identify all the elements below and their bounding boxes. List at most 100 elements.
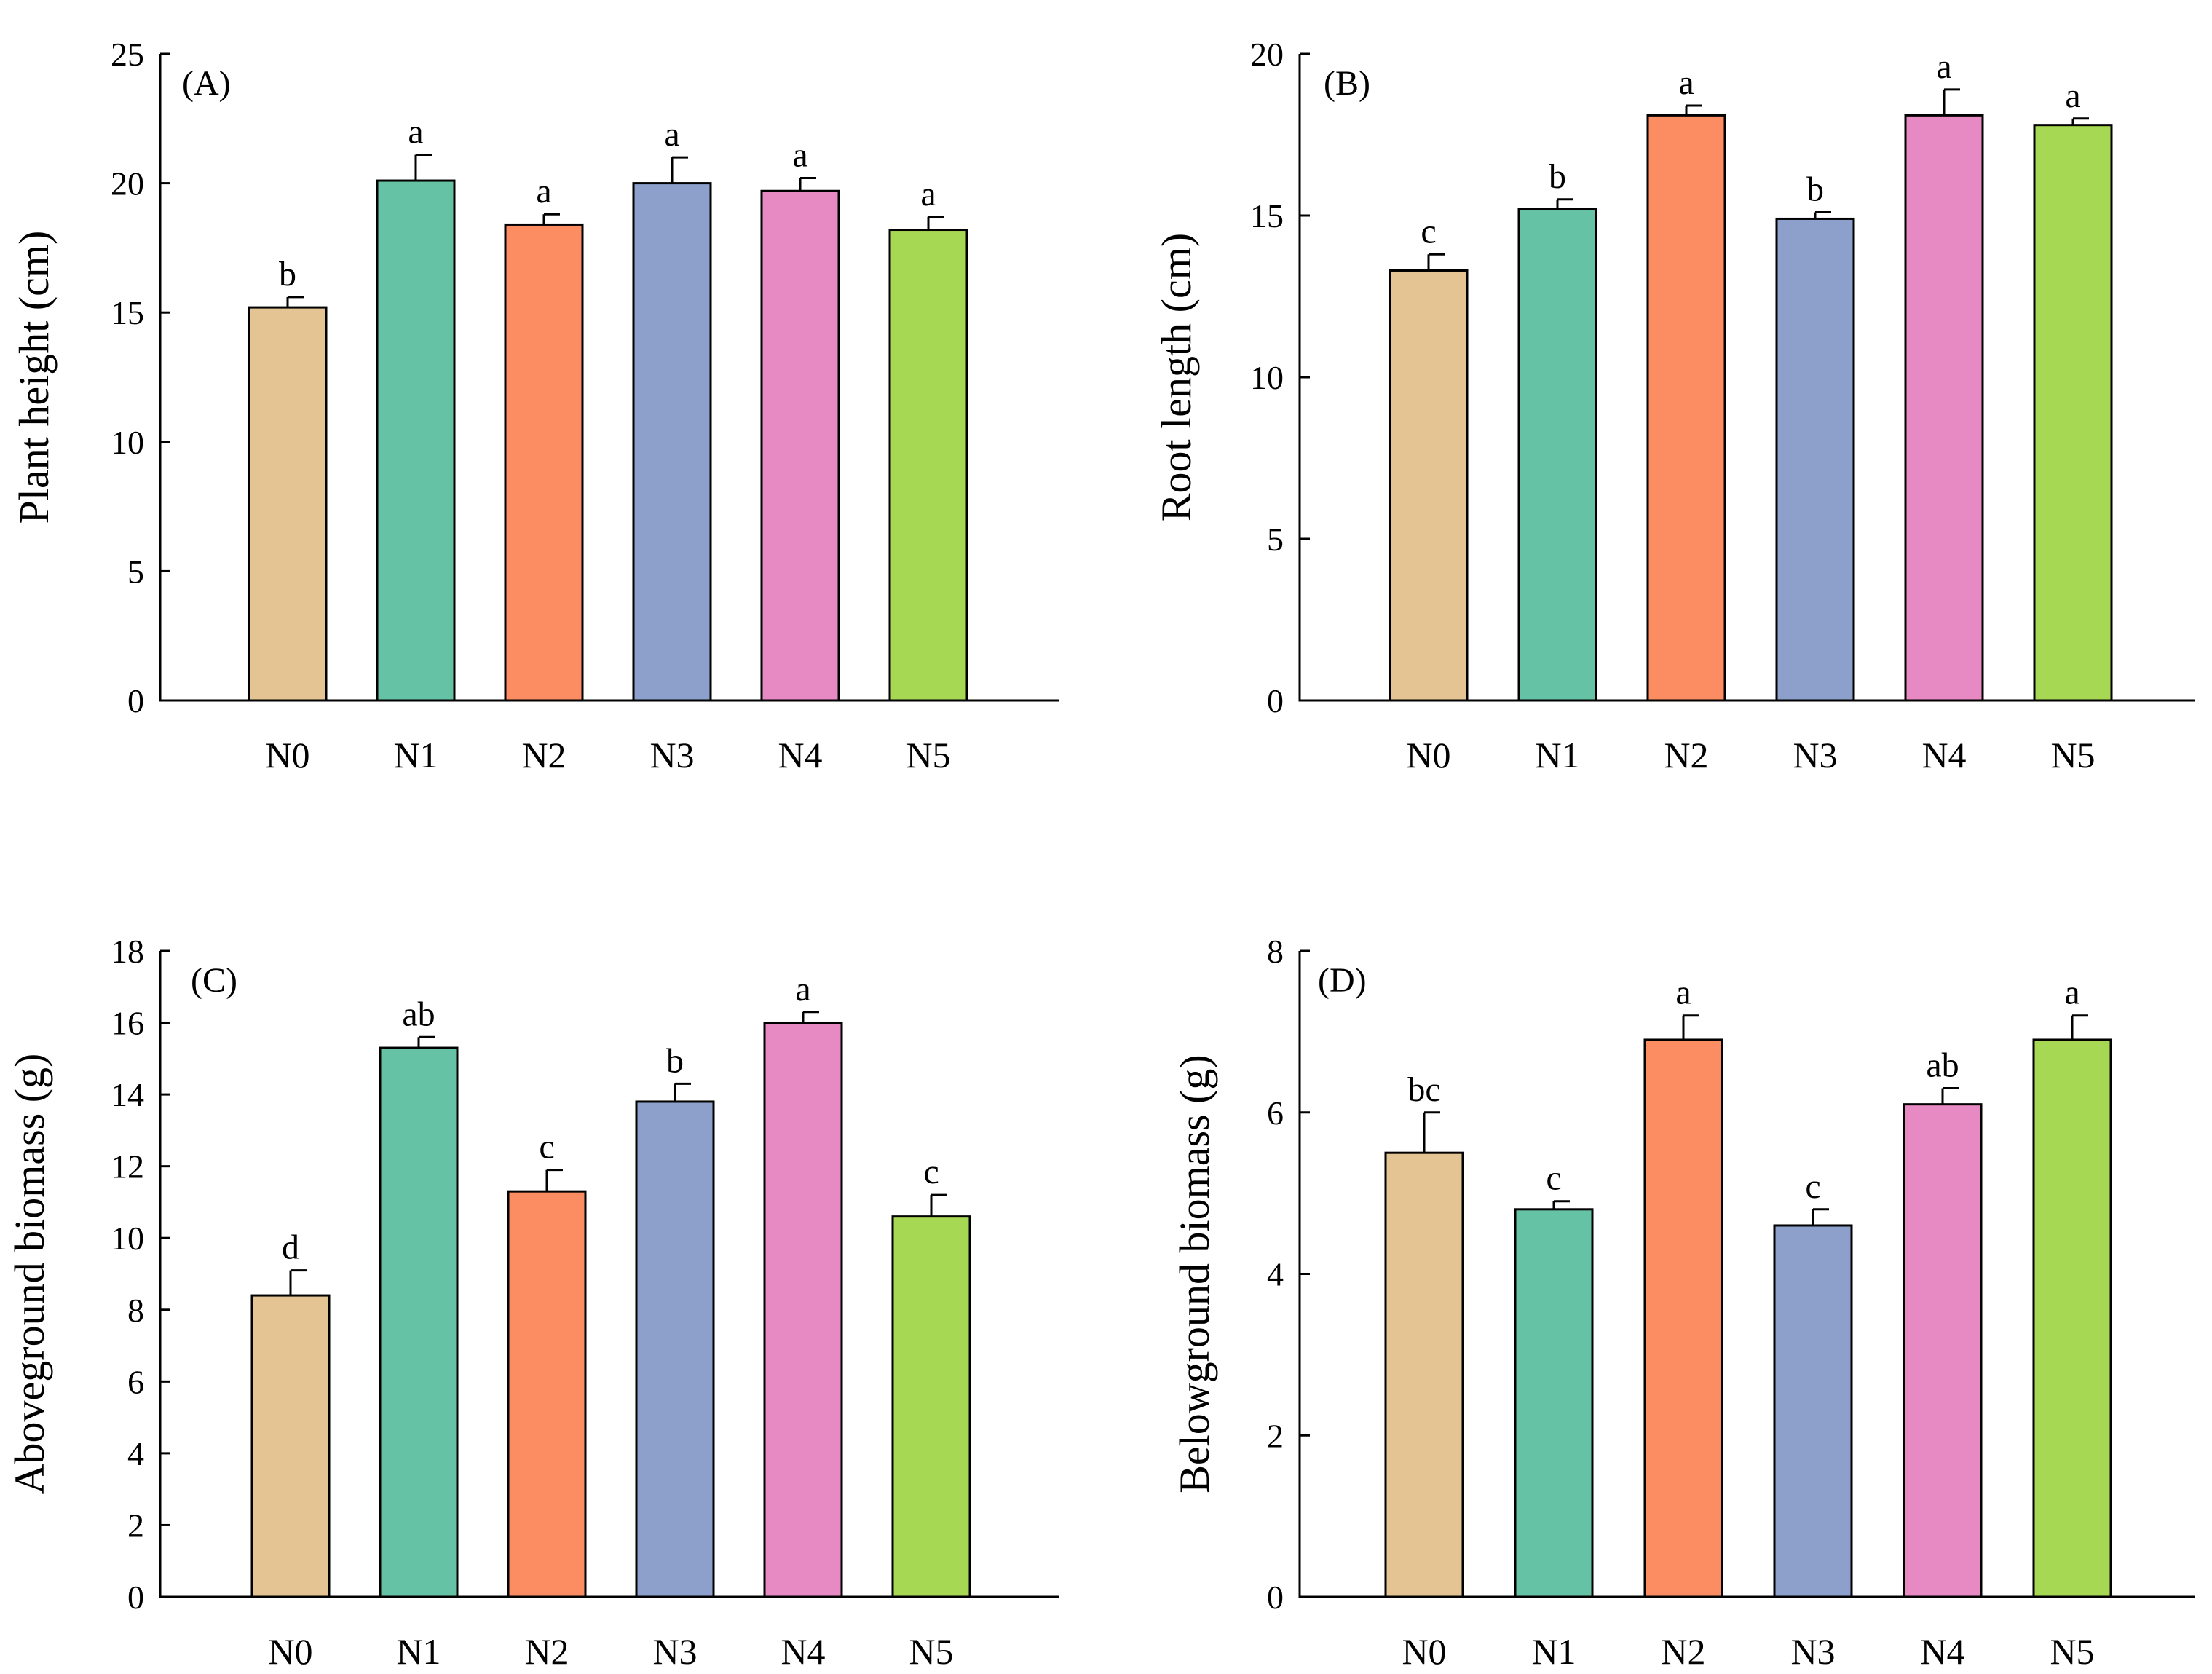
bar-n0 — [1384, 1151, 1464, 1598]
x-tick-label: N5 — [2050, 1631, 2094, 1672]
y-tick-label: 8 — [1267, 933, 1284, 970]
x-tick-label: N4 — [778, 735, 822, 775]
x-tick-label: N1 — [393, 735, 438, 775]
x-tick-label: N4 — [1920, 1631, 1964, 1672]
chart-panel-4: 0 2 4 6 8 Belowground biomass (g) (D) bc N0 c N1 a N… — [1171, 933, 2195, 1672]
y-tick-label: 0 — [1267, 682, 1284, 719]
significance-letter: c — [923, 1153, 939, 1191]
chart-panel-1: 0 5 10 15 20 25 Plant height (cm) (A) b N0 a N1 a N2 a… — [10, 36, 1059, 775]
bar-n0 — [1389, 269, 1469, 702]
significance-letter: ab — [402, 995, 435, 1033]
panel-label: (C) — [191, 961, 237, 1000]
significance-letter: d — [282, 1228, 299, 1267]
significance-letter: a — [1675, 974, 1691, 1012]
x-tick-label: N3 — [652, 1631, 697, 1672]
y-axis-title: Aboveground biomass (g) — [6, 1054, 53, 1495]
x-tick-label: N0 — [1402, 1631, 1446, 1672]
significance-letter: c — [1421, 212, 1436, 250]
x-tick-label: N5 — [906, 735, 950, 775]
significance-letter: c — [1546, 1159, 1561, 1198]
significance-letter: a — [792, 135, 807, 174]
significance-letter: a — [795, 970, 810, 1008]
significance-letter: a — [2064, 974, 2079, 1012]
significance-letter: ab — [1926, 1046, 1959, 1084]
x-tick-label: N4 — [1921, 735, 1966, 775]
y-tick-label: 15 — [1250, 197, 1284, 234]
x-tick-label: N3 — [1790, 1631, 1835, 1672]
y-tick-label: 10 — [111, 424, 144, 461]
y-tick-label: 12 — [111, 1148, 144, 1185]
significance-letter: a — [2065, 76, 2080, 115]
bar-n4 — [1903, 1103, 1983, 1598]
bar-n1 — [1517, 208, 1597, 702]
bar-n1 — [1514, 1208, 1594, 1598]
y-tick-label: 2 — [127, 1507, 144, 1544]
y-tick-label: 5 — [127, 553, 144, 590]
y-tick-label: 4 — [1267, 1256, 1284, 1293]
x-tick-label: N1 — [1531, 1631, 1576, 1672]
bar-n4 — [763, 1022, 843, 1598]
y-tick-label: 15 — [111, 294, 144, 331]
bar-n3 — [632, 182, 712, 702]
y-tick-label: 8 — [127, 1292, 144, 1329]
y-tick-label: 5 — [1267, 521, 1284, 558]
significance-letter: a — [920, 175, 936, 213]
y-tick-label: 10 — [111, 1220, 144, 1257]
significance-letter: b — [666, 1041, 684, 1080]
bar-n3 — [1773, 1224, 1853, 1598]
significance-letter: a — [1936, 47, 1951, 86]
y-tick-label: 16 — [111, 1005, 144, 1042]
significance-letter: b — [1549, 157, 1566, 196]
x-tick-label: N5 — [2050, 735, 2095, 775]
significance-letter: a — [664, 115, 679, 154]
bar-n2 — [1646, 114, 1726, 702]
x-tick-label: N3 — [649, 735, 694, 775]
y-tick-label: 20 — [111, 165, 144, 202]
significance-letter: a — [408, 113, 423, 151]
bar-n3 — [635, 1100, 715, 1598]
y-tick-label: 0 — [127, 682, 144, 719]
significance-letter: a — [1678, 63, 1694, 102]
x-tick-label: N1 — [1535, 735, 1579, 775]
y-tick-label: 0 — [1267, 1579, 1284, 1616]
y-tick-label: 18 — [111, 933, 144, 970]
panel-label: (B) — [1324, 64, 1370, 103]
significance-letter: bc — [1407, 1070, 1440, 1109]
x-tick-label: N1 — [396, 1631, 441, 1672]
bar-n5 — [888, 229, 968, 702]
y-tick-label: 2 — [1267, 1417, 1284, 1454]
y-tick-label: 20 — [1250, 36, 1284, 73]
y-axis-title: Root length (cm) — [1153, 233, 1200, 521]
y-tick-label: 4 — [127, 1435, 144, 1472]
bar-n0 — [248, 306, 328, 702]
x-tick-label: N0 — [1406, 735, 1450, 775]
y-tick-label: 10 — [1250, 359, 1284, 396]
panel-label: (A) — [182, 64, 231, 103]
y-tick-label: 25 — [111, 36, 144, 73]
bar-n3 — [1775, 217, 1855, 702]
x-tick-label: N0 — [268, 1631, 312, 1672]
y-tick-label: 6 — [127, 1363, 144, 1400]
y-axis-title: Plant height (cm) — [10, 231, 58, 524]
bar-n5 — [2032, 1038, 2112, 1598]
y-axis-title: Belowground biomass (g) — [1171, 1054, 1218, 1493]
bar-n4 — [1904, 114, 1984, 702]
x-tick-label: N2 — [1661, 1631, 1705, 1672]
bar-n1 — [379, 1046, 459, 1598]
y-tick-label: 6 — [1267, 1094, 1284, 1132]
significance-letter: b — [1806, 170, 1824, 209]
x-tick-label: N2 — [524, 1631, 569, 1672]
bar-n4 — [760, 189, 840, 702]
x-tick-label: N4 — [781, 1631, 825, 1672]
x-tick-label: N2 — [521, 735, 566, 775]
panel-label: (D) — [1318, 961, 1367, 1000]
bar-n5 — [2033, 124, 2113, 702]
x-tick-label: N2 — [1664, 735, 1708, 775]
bar-n1 — [376, 179, 456, 702]
y-tick-label: 14 — [111, 1076, 144, 1113]
significance-letter: a — [536, 172, 551, 210]
x-tick-label: N0 — [265, 735, 309, 775]
significance-letter: c — [1805, 1167, 1820, 1206]
x-tick-label: N3 — [1793, 735, 1837, 775]
